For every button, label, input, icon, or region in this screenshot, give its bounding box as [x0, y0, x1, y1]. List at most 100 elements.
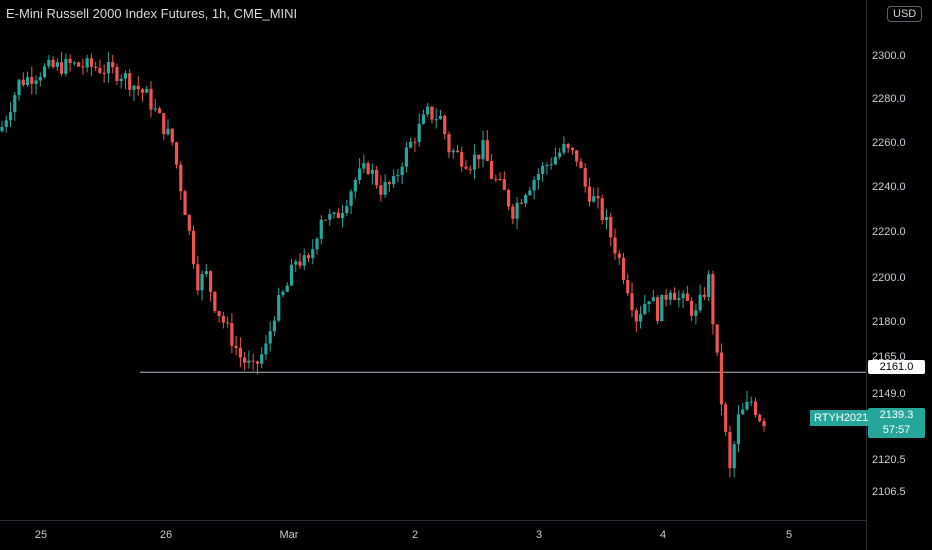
- candle-body: [404, 147, 409, 167]
- candle-body: [281, 291, 285, 296]
- candle-body: [34, 80, 38, 84]
- last-price-label: 2139.3 57:57: [868, 408, 925, 438]
- candle-body: [762, 421, 766, 427]
- candle-body: [311, 249, 315, 259]
- candle-body: [647, 301, 651, 305]
- candle-body: [604, 216, 609, 221]
- candle-body: [477, 154, 481, 160]
- candle-body: [562, 143, 566, 153]
- candle-body: [179, 164, 183, 192]
- candle-body: [102, 72, 106, 74]
- candle-body: [741, 409, 745, 415]
- candle-body: [668, 292, 672, 300]
- candle-body: [345, 205, 349, 213]
- candle-body: [660, 294, 664, 322]
- candle-body: [89, 58, 93, 67]
- candle-body: [328, 213, 332, 220]
- candle-body: [681, 293, 685, 299]
- candle-body: [123, 73, 128, 79]
- candle-body: [238, 347, 242, 358]
- candle-body: [217, 311, 221, 317]
- candle-body: [230, 323, 234, 346]
- candle-body: [745, 401, 749, 410]
- candle-body: [47, 59, 51, 67]
- candle-body: [187, 215, 191, 231]
- candle-body: [498, 179, 502, 181]
- candle-body: [153, 108, 157, 110]
- candle-body: [94, 66, 98, 68]
- candle-body: [711, 274, 715, 325]
- candle-body: [613, 237, 617, 254]
- candle-body: [136, 85, 140, 90]
- candle-body: [472, 154, 477, 170]
- candle-body: [549, 164, 553, 166]
- candle-body: [485, 140, 489, 161]
- candle-body: [460, 151, 464, 167]
- candle-body: [430, 106, 434, 120]
- candle-body: [524, 195, 528, 204]
- candle-body: [426, 106, 430, 115]
- candle-body: [413, 141, 417, 143]
- candle-body: [638, 314, 643, 322]
- candle-body: [340, 212, 345, 218]
- candle-body: [38, 76, 42, 81]
- candle-body: [583, 168, 587, 187]
- candle-body: [579, 161, 583, 169]
- candle-body: [575, 150, 579, 162]
- time-axis-border: [0, 520, 866, 521]
- candle-body: [758, 415, 762, 422]
- candle-body: [0, 126, 4, 132]
- candle-body: [21, 79, 25, 86]
- candle-body: [502, 179, 506, 190]
- candle-body: [128, 73, 132, 90]
- candle-body: [77, 62, 81, 67]
- candle-body: [51, 59, 55, 67]
- candle-body: [387, 182, 391, 185]
- candle-body: [174, 142, 179, 165]
- candle-body: [277, 295, 281, 321]
- candle-body: [417, 123, 421, 142]
- candle-body: [247, 360, 251, 363]
- candle-body: [59, 62, 64, 74]
- candle-body: [157, 108, 162, 114]
- candles: [0, 51, 766, 478]
- candle-body: [519, 202, 523, 204]
- price-axis-border: [866, 0, 867, 550]
- currency-button[interactable]: USD: [887, 6, 923, 22]
- candle-body: [42, 66, 47, 77]
- candle-body: [383, 182, 387, 195]
- x-tick-label: 4: [659, 529, 667, 541]
- candle-body: [481, 140, 485, 160]
- candle-body: [264, 343, 268, 355]
- candle-body: [111, 62, 115, 68]
- candle-body: [370, 170, 374, 174]
- candle-body: [353, 180, 357, 192]
- candle-body: [396, 175, 400, 177]
- candle-body: [655, 297, 660, 322]
- candle-body: [728, 431, 732, 469]
- candle-body: [375, 170, 379, 186]
- candle-body: [434, 119, 438, 121]
- candle-body: [289, 264, 294, 286]
- x-tick-label: 5: [785, 529, 793, 541]
- candle-body: [243, 357, 247, 363]
- y-tick-label: 2180.0: [872, 316, 906, 328]
- candle-body: [213, 291, 217, 312]
- candle-body: [664, 294, 668, 300]
- candle-body: [592, 196, 596, 202]
- bar-countdown: 57:57: [882, 424, 911, 436]
- candle-body: [400, 166, 404, 176]
- candle-body: [698, 294, 702, 311]
- chart-title: E-Mini Russell 2000 Index Futures, 1h, C…: [6, 6, 298, 21]
- candle-body: [298, 261, 302, 266]
- candle-body: [617, 253, 621, 258]
- x-tick-label: Mar: [279, 529, 299, 541]
- candle-body: [702, 294, 707, 297]
- candle-body: [81, 66, 85, 68]
- candle-body: [630, 293, 634, 311]
- candle-body: [438, 115, 443, 120]
- candle-body: [532, 179, 536, 191]
- y-tick-label: 2149.0: [872, 388, 906, 400]
